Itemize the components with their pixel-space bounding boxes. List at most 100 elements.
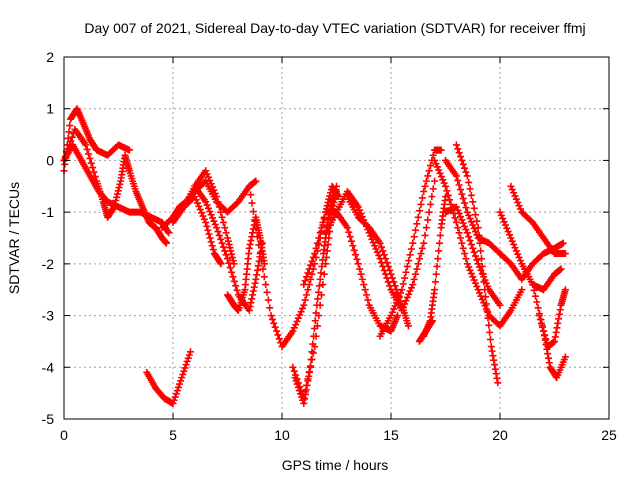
data-point xyxy=(561,250,569,258)
data-point xyxy=(467,191,475,199)
data-point xyxy=(196,206,204,214)
data-point xyxy=(383,259,391,267)
data-point xyxy=(184,354,192,362)
data-point xyxy=(114,187,122,195)
data-point xyxy=(323,202,331,210)
data-point xyxy=(507,182,515,190)
data-point xyxy=(222,251,230,259)
data-point xyxy=(225,240,233,248)
data-point xyxy=(308,257,316,265)
data-point xyxy=(226,244,234,252)
data-point xyxy=(463,172,471,180)
data-point xyxy=(210,186,218,194)
data-point xyxy=(252,177,260,185)
data-point xyxy=(398,286,406,294)
data-point xyxy=(458,239,466,247)
data-point xyxy=(462,255,470,263)
data-point xyxy=(301,277,309,285)
data-point xyxy=(456,213,464,221)
data-point xyxy=(249,287,257,295)
data-point xyxy=(178,374,186,382)
data-point xyxy=(444,191,452,199)
data-point xyxy=(297,308,305,316)
data-point xyxy=(437,146,445,154)
axis-ticks: 0 5 10 15 20 25 -5 -4 -3 -2 -1 0 1 2 xyxy=(42,49,617,443)
data-point xyxy=(312,309,320,317)
data-point xyxy=(357,209,365,217)
data-point xyxy=(225,259,233,267)
data-point xyxy=(86,154,94,162)
data-point xyxy=(390,305,398,313)
data-point xyxy=(308,348,316,356)
data-point xyxy=(490,356,498,364)
data-point xyxy=(477,247,485,255)
data-point xyxy=(392,299,400,307)
data-point xyxy=(260,273,268,281)
data-point xyxy=(315,234,323,242)
series-track-s xyxy=(452,141,502,387)
data-point xyxy=(544,350,552,358)
data-point xyxy=(401,274,409,282)
data-point xyxy=(458,156,466,164)
data-point xyxy=(270,319,278,327)
data-point xyxy=(478,270,486,278)
data-point xyxy=(494,379,502,387)
y-tick-label: -3 xyxy=(42,308,55,324)
data-point xyxy=(204,204,212,212)
y-axis-label: SDTVAR / TECUs xyxy=(6,182,22,294)
data-point xyxy=(485,321,493,329)
data-point xyxy=(183,357,191,365)
data-point xyxy=(213,193,221,201)
data-point xyxy=(482,279,490,287)
data-point xyxy=(229,257,237,265)
data-point xyxy=(387,270,395,278)
data-point xyxy=(545,354,553,362)
data-point xyxy=(410,275,418,283)
data-point xyxy=(451,214,459,222)
data-point xyxy=(510,189,518,197)
data-point xyxy=(410,233,418,241)
data-point xyxy=(388,308,396,316)
data-point xyxy=(291,374,299,382)
data-point xyxy=(209,183,217,191)
data-point xyxy=(300,399,308,407)
data-point xyxy=(376,239,384,247)
data-point xyxy=(561,353,569,361)
data-point xyxy=(467,270,475,278)
data-point xyxy=(268,315,276,323)
data-point xyxy=(431,278,439,286)
data-point xyxy=(474,260,482,268)
data-point xyxy=(322,253,330,261)
data-point xyxy=(463,229,471,237)
x-axis-label: GPS time / hours xyxy=(282,457,389,473)
series-track-a xyxy=(60,105,133,175)
data-point xyxy=(264,296,272,304)
data-point xyxy=(306,363,314,371)
data-point xyxy=(109,204,117,212)
data-point xyxy=(313,301,321,309)
data-point xyxy=(192,196,200,204)
data-point xyxy=(246,303,254,311)
data-point xyxy=(553,324,561,332)
data-point xyxy=(459,244,467,252)
data-point xyxy=(414,213,422,221)
data-point xyxy=(395,292,403,300)
y-tick-label: -5 xyxy=(42,411,55,427)
data-point xyxy=(307,356,315,364)
data-point xyxy=(293,317,301,325)
data-point xyxy=(481,276,489,284)
data-point xyxy=(454,176,462,184)
data-point xyxy=(377,243,385,251)
data-point xyxy=(116,180,124,188)
data-point xyxy=(179,370,187,378)
series-track-u xyxy=(496,208,565,294)
data-point xyxy=(455,209,463,217)
data-point xyxy=(248,295,256,303)
data-point xyxy=(248,199,256,207)
data-point xyxy=(251,279,259,287)
data-point xyxy=(475,231,483,239)
data-point xyxy=(318,224,326,232)
data-point xyxy=(171,393,179,401)
data-point xyxy=(222,229,230,237)
data-point xyxy=(224,237,232,245)
